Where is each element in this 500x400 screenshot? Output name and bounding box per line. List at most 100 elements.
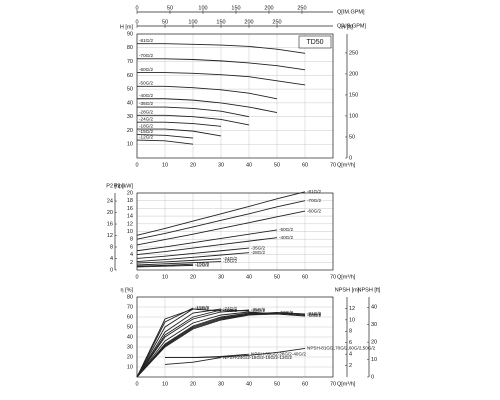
y2-tick-label: 6 — [349, 340, 352, 346]
series-line — [136, 263, 194, 267]
series-line — [137, 58, 306, 71]
series-line — [136, 261, 222, 266]
series-label: -35G/2 — [251, 307, 265, 312]
series-label: -60G/2 — [307, 208, 321, 213]
series-label: -12G/2 — [195, 306, 209, 311]
y3-tick-label: 16 — [107, 221, 113, 227]
x-tick-label: 20 — [190, 381, 196, 387]
y-tick-label: 70 — [127, 304, 133, 310]
y-axis-label: P2 [kW] — [114, 183, 134, 189]
series-label: NPSH-24G/2-18G/2-15G/2-12G/2 — [223, 355, 292, 360]
y2-tick-label: 50 — [349, 134, 355, 140]
series-label: NPSH-81G/2,70G/2,60G/2,50G/2 — [307, 346, 376, 351]
series-line — [136, 139, 194, 145]
series-line — [136, 307, 194, 378]
x-tick-label: 40 — [246, 274, 252, 280]
series-label: NPSH-35G/2-28G/2-40G/2 — [251, 351, 306, 356]
y2-tick-label: 2 — [349, 363, 352, 369]
series-line — [136, 308, 222, 378]
series-line — [136, 312, 277, 378]
x-tick-label: 30 — [218, 381, 224, 387]
series-line — [137, 106, 250, 118]
y-tick-label: 10 — [127, 229, 133, 235]
series-label: -15G/2 — [139, 129, 153, 134]
plot-frame — [136, 33, 334, 159]
y-tick-label: 10 — [127, 142, 133, 148]
x-tick-label: 20 — [190, 274, 196, 280]
x3-tick-label: 100 — [188, 19, 197, 25]
y-tick-label: 8 — [130, 237, 133, 243]
y2-tick-label: 4 — [349, 352, 352, 358]
x-axis-label: Q[m³/h] — [337, 274, 356, 280]
series-line — [136, 264, 194, 268]
x2-tick-label: 50 — [167, 5, 173, 11]
y3-tick-label: 20 — [107, 210, 113, 216]
series-line — [165, 347, 306, 359]
y2-axis-label: H [ft] — [341, 24, 353, 30]
x-tick-label: 60 — [302, 381, 308, 387]
y-tick-label: 18 — [127, 198, 133, 204]
series-label: -15G/2 — [195, 261, 209, 266]
series-line — [136, 309, 250, 378]
y3-tick-label: 20 — [371, 340, 377, 346]
series-line — [137, 98, 278, 113]
x-tick-label: 50 — [274, 162, 280, 168]
series-line — [137, 121, 222, 127]
series-label: -15G/2 — [195, 305, 209, 310]
y2-tick-label: 200 — [349, 71, 358, 77]
series-label: -50G/2 — [139, 81, 153, 86]
series-line — [136, 308, 222, 378]
series-line — [137, 43, 306, 54]
series-label: -81G/2 — [307, 189, 321, 194]
y-tick-label: 30 — [127, 114, 133, 120]
x-tick-label: 60 — [302, 274, 308, 280]
y3-tick-label: 30 — [371, 322, 377, 328]
series-label: -81G/2 — [307, 311, 321, 316]
series-line — [137, 85, 278, 100]
series-line — [136, 312, 306, 378]
x3-tick-label: 150 — [216, 19, 225, 25]
y-tick-label: 60 — [127, 73, 133, 79]
series-label: -60G/2 — [139, 67, 153, 72]
model-box — [298, 35, 332, 49]
y-tick-label: 2 — [130, 260, 133, 266]
x-tick-label: 10 — [162, 162, 168, 168]
x-tick-label: 10 — [162, 274, 168, 280]
y-axis-label: H [m] — [120, 24, 134, 30]
y-tick-label: 6 — [130, 244, 133, 250]
y2-tick-label: 8 — [349, 329, 352, 335]
x-tick-label: 50 — [274, 274, 280, 280]
y-tick-label: 40 — [127, 334, 133, 340]
y3-tick-label: 0 — [110, 267, 113, 273]
y3-axis-label: P2 [hp] — [106, 183, 124, 189]
x-tick-label: 30 — [218, 162, 224, 168]
series-label: -18G/2 — [223, 259, 237, 264]
series-line — [164, 357, 222, 365]
y-tick-label: 30 — [127, 344, 133, 350]
x2-axis-label: Q[IM.GPM] — [337, 9, 365, 15]
y2-tick-label: 12 — [349, 306, 355, 312]
series-line — [136, 247, 250, 259]
x-tick-label: 30 — [218, 274, 224, 280]
y-tick-label: 20 — [127, 354, 133, 360]
y2-axis-label: NPSH [m] — [335, 287, 360, 293]
y3-tick-label: 40 — [371, 305, 377, 311]
y-tick-label: 50 — [127, 324, 133, 330]
series-label: -18G/2 — [139, 123, 153, 128]
series-line — [136, 237, 278, 256]
series-label: -50G/2 — [279, 227, 293, 232]
plot-frame — [136, 296, 334, 378]
series-label: -24G/2 — [223, 306, 237, 311]
x3-tick-label: 200 — [244, 19, 253, 25]
y-tick-label: 60 — [127, 314, 133, 320]
x2-tick-label: 0 — [135, 5, 138, 11]
x3-tick-label: 0 — [135, 19, 138, 25]
series-line — [136, 134, 194, 139]
y3-tick-label: 0 — [371, 374, 374, 380]
series-label: -24G/2 — [139, 116, 153, 121]
series-label: -70G/2 — [307, 198, 321, 203]
x-tick-label: 0 — [135, 381, 138, 387]
x2-tick-label: 200 — [264, 5, 273, 11]
x2-tick-label: 150 — [231, 5, 240, 11]
